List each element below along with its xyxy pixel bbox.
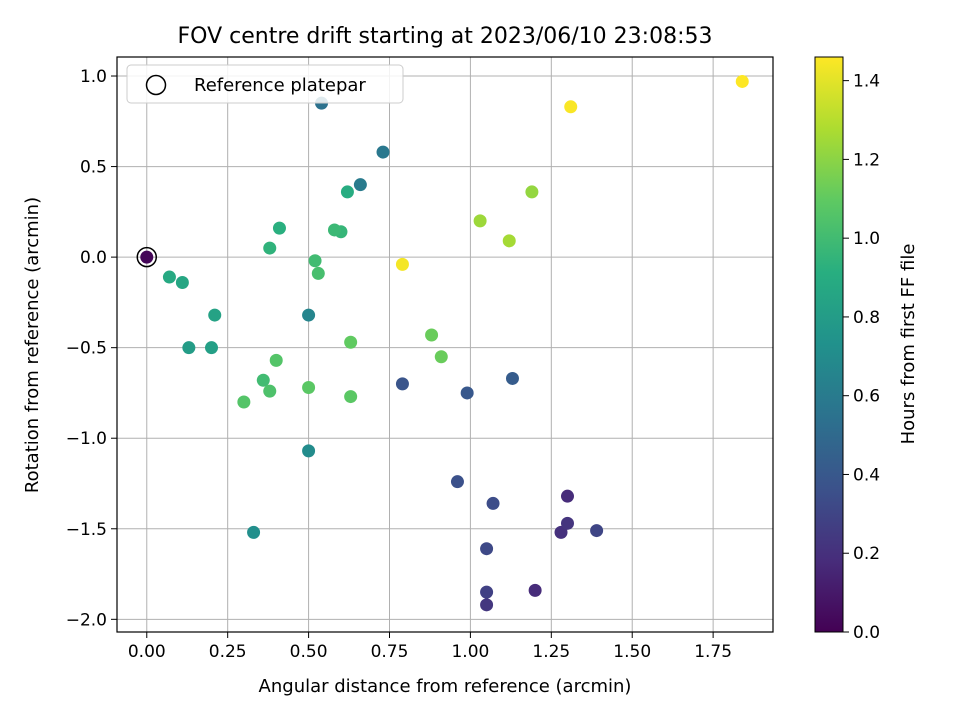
colorbar-tick-label: 1.4 [853,72,880,92]
scatter-point [140,250,154,264]
scatter-point [311,266,325,280]
y-axis-label: Rotation from reference (arcmin) [22,197,43,493]
scatter-point [162,270,176,284]
scatter-point [434,350,448,364]
x-tick-label: 1.75 [694,642,732,662]
scatter-point [554,525,568,539]
scatter-point [247,525,261,539]
x-tick-label: 1.25 [532,642,570,662]
colorbar-tick-label: 0.2 [853,544,880,564]
scatter-point [256,373,270,387]
scatter-point [344,335,358,349]
x-tick-label: 0.50 [290,642,328,662]
scatter-point [450,475,464,489]
scatter-point [376,145,390,159]
scatter-point [395,377,409,391]
y-tick-label: −1.0 [66,429,107,449]
scatter-point [560,516,574,530]
grid-lines [117,57,773,632]
scatter-point [175,275,189,289]
scatter-point [302,381,316,395]
scatter-point [528,583,542,597]
scatter-point [327,223,341,237]
scatter-point [263,384,277,398]
scatter-point [480,542,494,556]
y-tick-label: 1.0 [80,67,107,87]
legend-marker-ring-icon [145,74,167,96]
x-tick-label: 1.00 [451,642,489,662]
scatter-point [502,234,516,248]
scatter-point [480,585,494,599]
scatter-point [395,257,409,271]
y-axis-ticks: −2.0 −1.5 −1.0 −0.5 0.0 0.5 1.0 [66,67,117,630]
legend-box [126,64,404,104]
colorbar-gradient [814,56,844,633]
plot-frame [116,56,774,633]
scatter-point [480,598,494,612]
x-tick-label: 1.50 [613,642,651,662]
scatter-point [269,353,283,367]
scatter-point [182,341,196,355]
scatter-point [302,444,316,458]
scatter-point [344,390,358,404]
scatter-point [237,395,251,409]
y-tick-label: 0.5 [80,158,107,178]
scatter-point [460,386,474,400]
scatter-point [560,489,574,503]
reference-layer [136,246,158,268]
x-tick-label: 0.00 [128,642,166,662]
scatter-point [208,308,222,322]
legend: Reference platepar [126,64,404,104]
colorbar-tick-label: 0.8 [853,308,880,328]
scatter-point [564,100,578,114]
scatter-point [353,178,367,192]
legend-entry-label: Reference platepar [194,75,366,96]
x-axis-ticks: 0.00 0.25 0.50 0.75 1.00 1.25 1.50 1.75 [128,632,732,662]
colorbar-tick-label: 1.0 [853,229,880,249]
colorbar-tick-label: 0.6 [853,387,880,407]
scatter-point [263,241,277,255]
colorbar: 0.0 0.2 0.4 0.6 0.8 1.0 1.2 1.4 Hours from firs… [814,56,919,643]
y-tick-label: 0.0 [80,248,107,268]
scatter-point [590,524,604,538]
y-tick-label: −2.0 [66,610,107,630]
data-points [140,74,749,612]
scatter-point [308,254,322,268]
scatter-point [340,185,354,199]
scatter-point [302,308,316,322]
colorbar-label: Hours from first FF file [898,244,919,445]
scatter-point [525,185,539,199]
scatter-point [486,496,500,510]
x-tick-label: 0.75 [371,642,409,662]
reference-platepar-marker [136,246,158,268]
colorbar-ticks: 0.0 0.2 0.4 0.6 0.8 1.0 1.2 1.4 [843,72,880,643]
scatter-point [272,221,286,235]
scatter-point [425,328,439,342]
chart-title: FOV centre drift starting at 2023/06/10 … [178,24,713,49]
x-tick-label: 0.25 [209,642,247,662]
scatter-point [473,214,487,228]
x-axis-label: Angular distance from reference (arcmin) [259,676,632,697]
colorbar-tick-label: 0.0 [853,623,880,643]
y-tick-label: −0.5 [66,339,107,359]
colorbar-tick-label: 1.2 [853,150,880,170]
scatter-point [505,371,519,385]
y-tick-label: −1.5 [66,520,107,540]
scatter-point [205,341,219,355]
colorbar-tick-label: 0.4 [853,465,880,485]
scatter-point [735,74,749,88]
